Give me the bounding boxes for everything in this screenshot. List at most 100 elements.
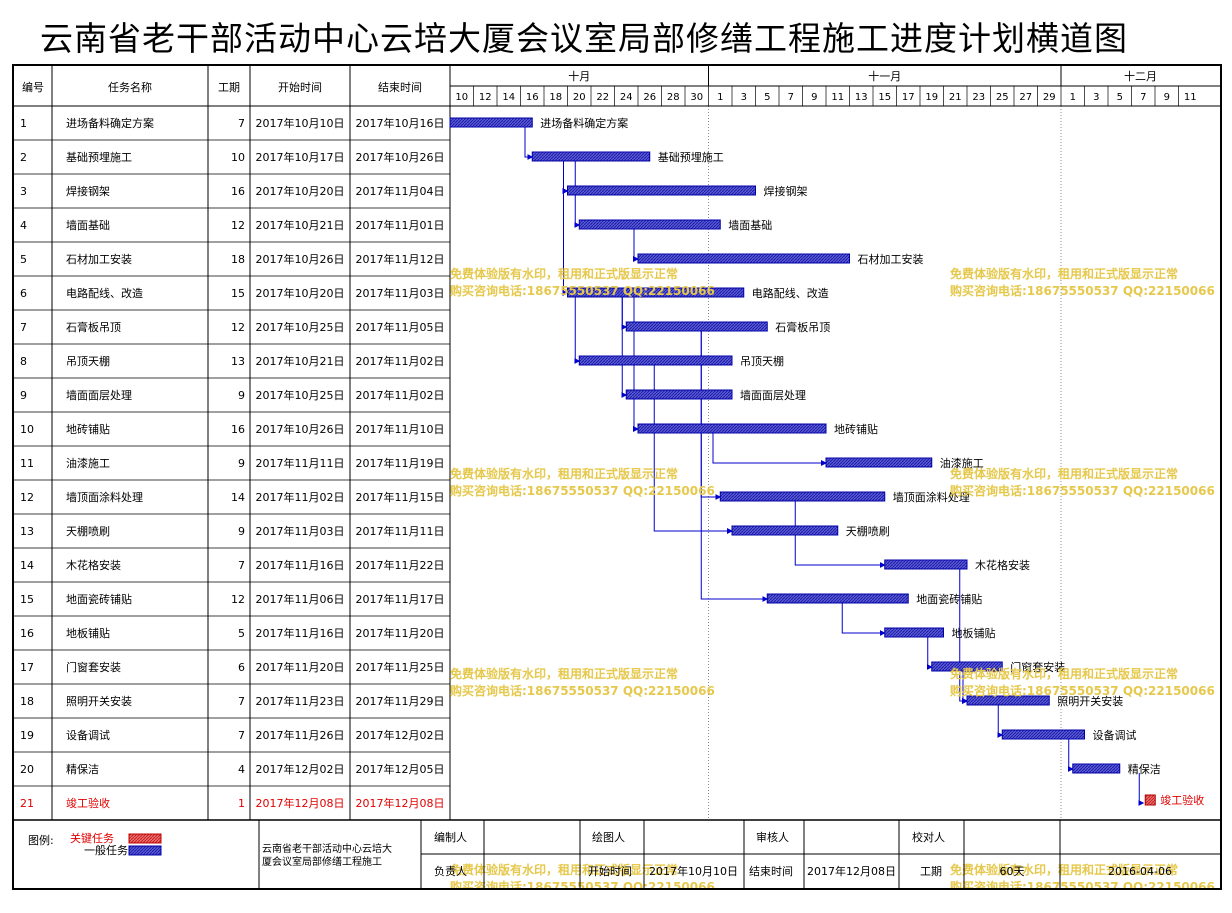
day-tick-label: 20 <box>573 92 586 103</box>
footer-drawer-label: 绘图人 <box>592 830 625 844</box>
task-bar <box>637 423 827 434</box>
day-tick-label: 1 <box>1070 92 1076 103</box>
task-name: 精保洁 <box>66 762 99 776</box>
dependency-link <box>524 127 534 160</box>
task-id: 19 <box>20 729 34 742</box>
page-title: 云南省老干部活动中心云培大厦会议室局部修缮工程施工进度计划横道图 <box>40 19 1128 58</box>
task-id: 4 <box>20 219 27 232</box>
task-bars: 进场备料确定方案基础预埋施工焊接钢架墙面基础石材加工安装电路配线、改造石膏板吊顶… <box>449 116 1204 807</box>
task-bar-label: 地面瓷砖铺贴 <box>916 592 982 606</box>
task-duration: 6 <box>238 661 245 674</box>
task-table: 1 进场备料确定方案 7 2017年10月10日 2017年10月16日 2 基础预埋施工 1… <box>14 116 450 821</box>
task-bar-label: 石材加工安装 <box>858 252 924 266</box>
watermark-line1: 免费体验版有水印，租用和正式版显示正常 <box>950 666 1178 681</box>
task-end: 2017年11月20日 <box>356 626 445 640</box>
task-start: 2017年10月26日 <box>256 422 345 436</box>
day-tick-label: 26 <box>643 92 656 103</box>
task-end: 2017年11月15日 <box>356 490 445 504</box>
task-id: 16 <box>20 627 34 640</box>
footer-duration-value: 60天 <box>1000 865 1025 878</box>
dependency-link <box>574 161 581 228</box>
task-name: 地板铺贴 <box>66 626 110 640</box>
dependency-link <box>841 603 886 636</box>
task-name: 墙顶面涂料处理 <box>66 490 143 504</box>
footer-owner-label: 负责人 <box>434 864 467 878</box>
task-end: 2017年10月16日 <box>356 116 445 130</box>
footer-checker-label: 校对人 <box>912 830 945 844</box>
task-bar <box>931 661 1003 672</box>
task-bar-label: 设备调试 <box>1093 728 1137 742</box>
watermark-line1: 免费体验版有水印，租用和正式版显示正常 <box>450 666 678 681</box>
task-duration: 9 <box>238 457 245 470</box>
task-duration: 7 <box>238 729 245 742</box>
task-bar <box>884 627 944 638</box>
watermark-line2: 购买咨询电话:18675550537 QQ:22150066 <box>450 879 715 888</box>
task-name: 墙面面层处理 <box>66 388 132 402</box>
day-tick-label: 19 <box>925 92 938 103</box>
watermark-line2: 购买咨询电话:18675550537 QQ:22150066 <box>950 283 1215 298</box>
column-header-id: 编号 <box>22 80 44 94</box>
task-duration: 5 <box>238 627 245 640</box>
task-id: 15 <box>20 593 34 606</box>
task-name: 石材加工安装 <box>66 252 132 266</box>
day-tick-label: 28 <box>667 92 680 103</box>
day-tick-label: 7 <box>1140 92 1146 103</box>
watermark-line1: 免费体验版有水印，租用和正式版显示正常 <box>950 266 1178 281</box>
task-bar <box>567 185 756 196</box>
task-bar <box>731 525 839 536</box>
task-name: 石膏板吊顶 <box>66 320 121 334</box>
column-header-name: 任务名称 <box>108 80 152 94</box>
watermark-line2: 购买咨询电话:18675550537 QQ:22150066 <box>450 283 715 298</box>
task-name: 竣工验收 <box>66 796 110 810</box>
dependency-link <box>574 297 581 364</box>
task-bar <box>578 219 721 230</box>
task-duration: 12 <box>231 321 245 334</box>
day-tick-label: 25 <box>996 92 1009 103</box>
task-duration: 13 <box>231 355 245 368</box>
task-start: 2017年11月03日 <box>256 524 345 538</box>
column-header-duration: 工期 <box>218 81 240 94</box>
task-name: 油漆施工 <box>66 456 110 470</box>
task-end: 2017年10月26日 <box>356 150 445 164</box>
task-duration: 16 <box>231 423 245 436</box>
task-duration: 9 <box>238 525 245 538</box>
dependency-link <box>562 161 569 194</box>
footer-end-value: 2017年12月08日 <box>807 864 896 878</box>
watermark-line2: 购买咨询电话:18675550537 QQ:22150066 <box>450 483 715 498</box>
task-id: 14 <box>20 559 34 572</box>
legend-critical-label: 关键任务 <box>70 831 114 845</box>
footer-duration-label: 工期 <box>920 865 942 878</box>
task-id: 3 <box>20 185 27 198</box>
legend-normal-label: 一般任务 <box>84 844 128 857</box>
day-tick-label: 11 <box>831 92 844 103</box>
footer-end-label: 结束时间 <box>749 865 793 878</box>
task-end: 2017年11月12日 <box>356 252 445 266</box>
task-end: 2017年11月02日 <box>356 388 445 402</box>
watermark-line1: 免费体验版有水印，租用和正式版显示正常 <box>950 862 1178 877</box>
task-bar <box>825 457 933 468</box>
task-name: 门窗套安装 <box>66 660 121 674</box>
task-id: 18 <box>20 695 34 708</box>
task-bar <box>578 355 733 366</box>
task-duration: 7 <box>238 559 245 572</box>
task-end: 2017年11月10日 <box>356 422 445 436</box>
task-duration: 15 <box>231 287 245 300</box>
day-tick-label: 23 <box>972 92 985 103</box>
task-start: 2017年11月02日 <box>256 490 345 504</box>
day-tick-label: 3 <box>1093 92 1099 103</box>
day-tick-label: 15 <box>878 92 891 103</box>
footer-date-value: 2016-04-06 <box>1108 865 1172 878</box>
task-bar <box>449 117 533 128</box>
day-tick-label: 9 <box>811 92 817 103</box>
month-label: 十月 <box>568 69 590 83</box>
task-bar-critical <box>1144 794 1156 806</box>
task-id: 20 <box>20 763 34 776</box>
dependency-links <box>524 127 1145 806</box>
task-start: 2017年10月21日 <box>256 218 345 232</box>
legend-normal-swatch <box>128 845 162 856</box>
task-start: 2017年11月06日 <box>256 592 345 606</box>
task-id: 9 <box>20 389 27 402</box>
day-tick-label: 30 <box>690 92 703 103</box>
task-end: 2017年11月04日 <box>356 184 445 198</box>
